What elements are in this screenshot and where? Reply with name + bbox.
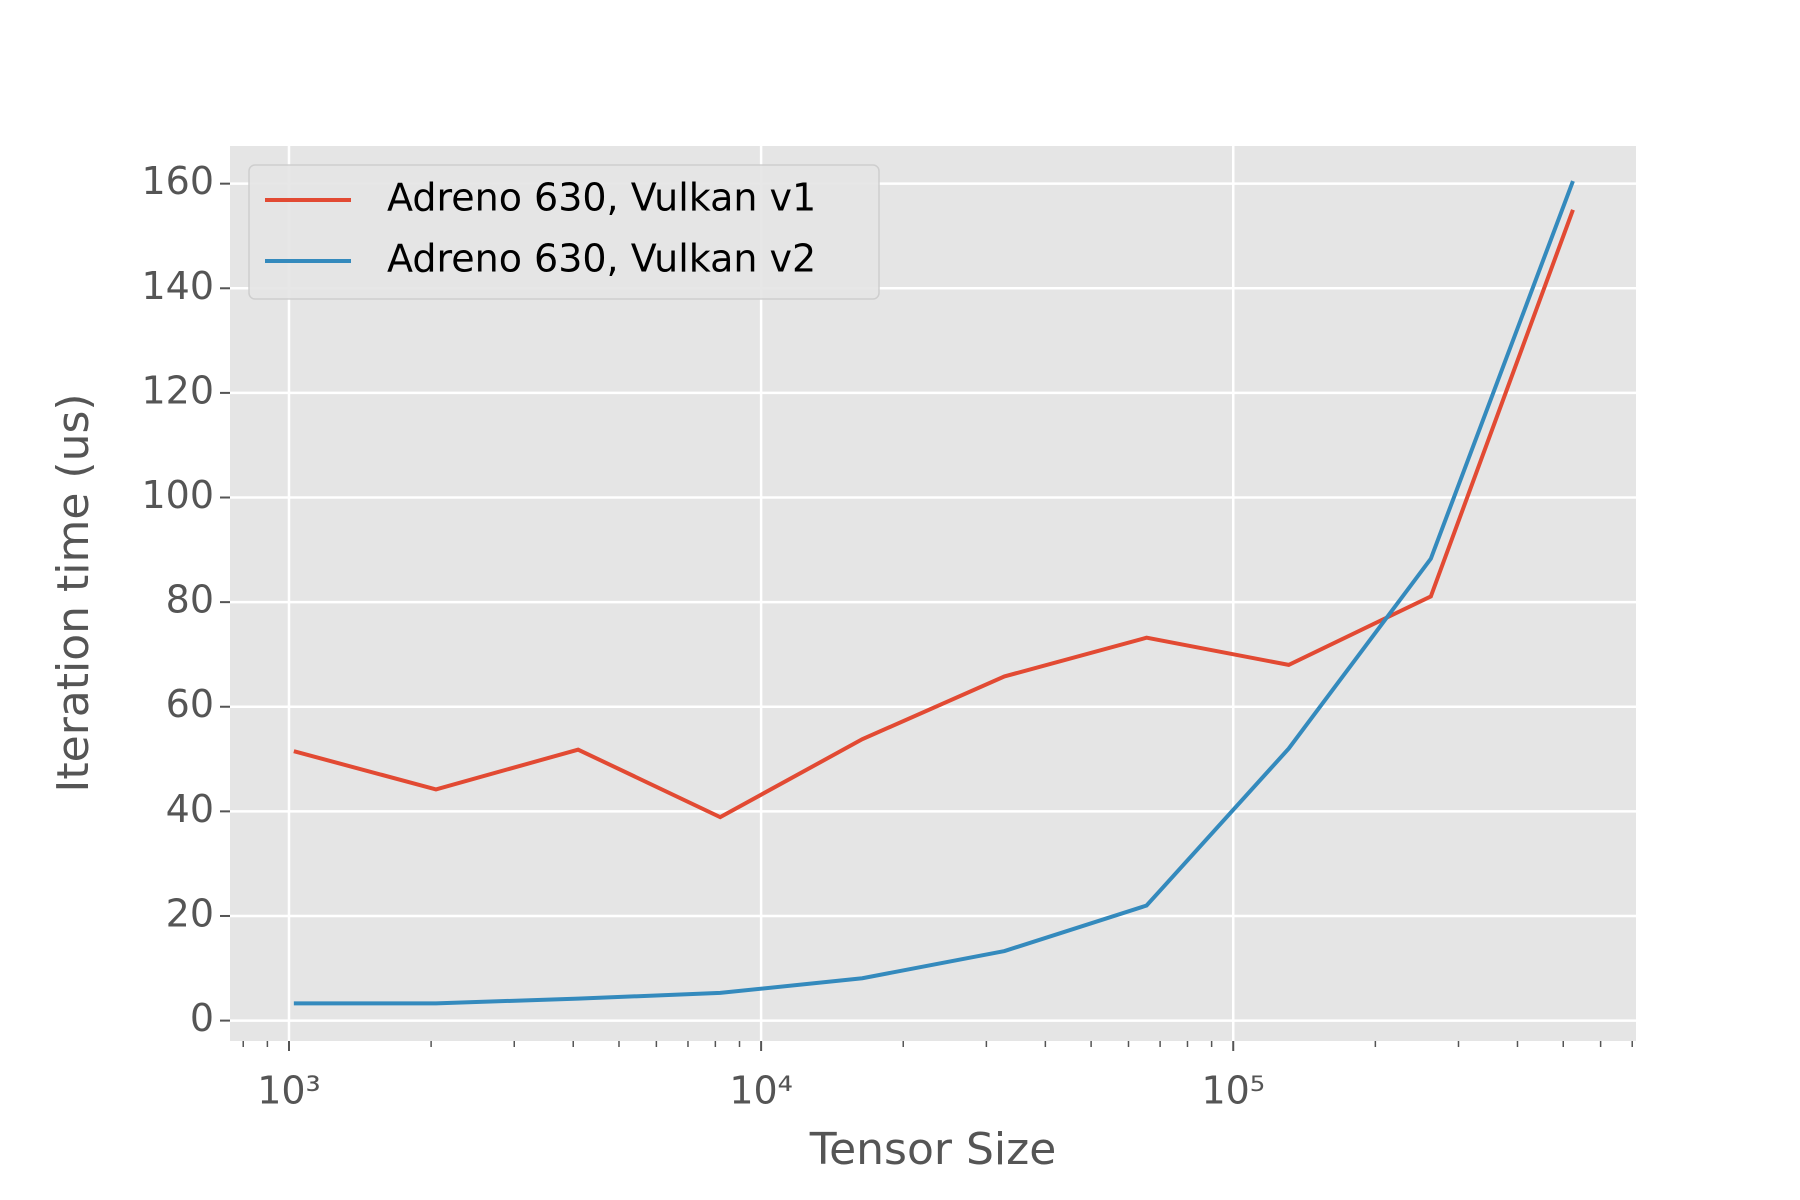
series-line (293, 180, 1575, 1006)
y-tick-label: 80 (166, 578, 214, 622)
series-line (293, 209, 1575, 820)
y-tick-label: 120 (141, 368, 214, 412)
x-tick-label: 10⁴ (729, 1069, 793, 1113)
x-tick-label: 10⁵ (1201, 1069, 1265, 1113)
x-tick-label: 10³ (257, 1069, 321, 1113)
y-tick-label: 160 (141, 159, 214, 203)
y-axis-label: Iteration time (us) (48, 393, 99, 792)
legend-box (248, 164, 880, 300)
y-tick-label: 0 (190, 996, 214, 1040)
y-tick-label: 40 (166, 787, 214, 831)
y-tick-label: 20 (166, 891, 214, 935)
y-tick-label: 100 (141, 473, 214, 517)
x-axis-label: Tensor Size (809, 1124, 1057, 1175)
legend-text: Adreno 630, Vulkan v1 (387, 176, 816, 220)
y-tick-label: 60 (166, 682, 214, 726)
y-tick-label: 140 (141, 264, 214, 308)
legend-text: Adreno 630, Vulkan v2 (387, 237, 816, 281)
